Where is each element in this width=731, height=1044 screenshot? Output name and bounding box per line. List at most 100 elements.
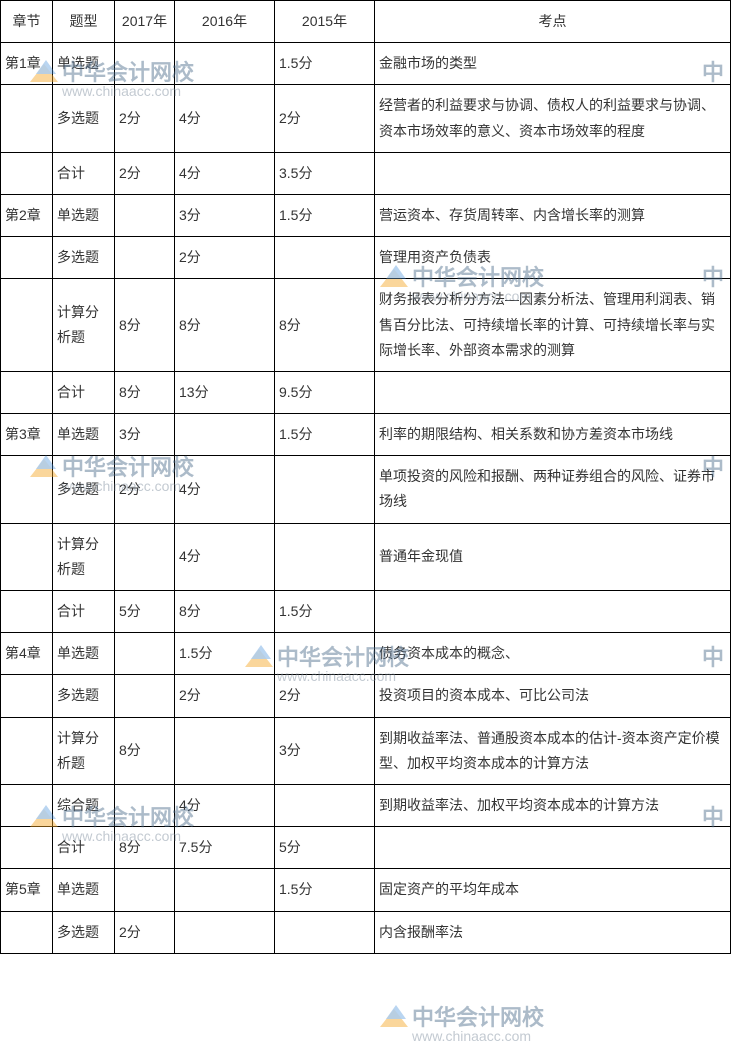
cell-y2015: 2分 bbox=[275, 675, 375, 717]
cell-type: 计算分析题 bbox=[53, 717, 115, 784]
cell-chapter bbox=[1, 911, 53, 953]
cell-type: 计算分析题 bbox=[53, 279, 115, 372]
cell-point: 内含报酬率法 bbox=[375, 911, 731, 953]
cell-y2016: 8分 bbox=[175, 279, 275, 372]
cell-chapter: 第5章 bbox=[1, 869, 53, 911]
cell-point: 投资项目的资本成本、可比公司法 bbox=[375, 675, 731, 717]
cell-y2015: 1.5分 bbox=[275, 591, 375, 633]
cell-y2015: 1.5分 bbox=[275, 43, 375, 85]
cell-y2017 bbox=[115, 43, 175, 85]
cell-y2017: 5分 bbox=[115, 591, 175, 633]
cell-point: 利率的期限结构、相关系数和协方差资本市场线 bbox=[375, 414, 731, 456]
cell-y2016: 3分 bbox=[175, 194, 275, 236]
header-chapter: 章节 bbox=[1, 1, 53, 43]
cell-chapter bbox=[1, 371, 53, 413]
cell-y2016: 4分 bbox=[175, 523, 275, 590]
cell-y2015 bbox=[275, 523, 375, 590]
table-row: 计算分析题8分8分8分财务报表分析分方法—因素分析法、管理用利润表、销售百分比法… bbox=[1, 279, 731, 372]
table-row: 第4章单选题1.5分债务资本成本的概念、 bbox=[1, 633, 731, 675]
cell-chapter bbox=[1, 85, 53, 152]
watermark-logo-icon bbox=[380, 1001, 410, 1031]
cell-point: 管理用资产负债表 bbox=[375, 237, 731, 279]
cell-type: 多选题 bbox=[53, 237, 115, 279]
table-row: 多选题2分4分单项投资的风险和报酬、两种证券组合的风险、证券市场线 bbox=[1, 456, 731, 523]
cell-chapter bbox=[1, 591, 53, 633]
cell-point: 营运资本、存货周转率、内含增长率的测算 bbox=[375, 194, 731, 236]
watermark: 中华会计网校www.chinaacc.com bbox=[380, 1000, 544, 1044]
cell-point: 财务报表分析分方法—因素分析法、管理用利润表、销售百分比法、可持续增长率的计算、… bbox=[375, 279, 731, 372]
cell-chapter: 第1章 bbox=[1, 43, 53, 85]
cell-y2016: 8分 bbox=[175, 591, 275, 633]
table-row: 合计8分13分9.5分 bbox=[1, 371, 731, 413]
table-body: 第1章单选题1.5分金融市场的类型多选题2分4分2分经营者的利益要求与协调、债权… bbox=[1, 43, 731, 954]
header-type: 题型 bbox=[53, 1, 115, 43]
cell-chapter bbox=[1, 523, 53, 590]
cell-y2015: 1.5分 bbox=[275, 869, 375, 911]
cell-type: 综合题 bbox=[53, 784, 115, 826]
table-row: 第2章单选题3分1.5分营运资本、存货周转率、内含增长率的测算 bbox=[1, 194, 731, 236]
cell-y2017: 2分 bbox=[115, 152, 175, 194]
table-row: 合计5分8分1.5分 bbox=[1, 591, 731, 633]
cell-y2017: 2分 bbox=[115, 911, 175, 953]
cell-y2015: 3.5分 bbox=[275, 152, 375, 194]
cell-point: 单项投资的风险和报酬、两种证券组合的风险、证券市场线 bbox=[375, 456, 731, 523]
cell-y2016: 4分 bbox=[175, 85, 275, 152]
header-2017: 2017年 bbox=[115, 1, 175, 43]
cell-y2017: 8分 bbox=[115, 371, 175, 413]
cell-y2015: 9.5分 bbox=[275, 371, 375, 413]
watermark-text-url: www.chinaacc.com bbox=[412, 1028, 544, 1044]
cell-y2016: 1.5分 bbox=[175, 633, 275, 675]
cell-type: 合计 bbox=[53, 591, 115, 633]
cell-y2015 bbox=[275, 784, 375, 826]
cell-chapter bbox=[1, 237, 53, 279]
cell-point: 金融市场的类型 bbox=[375, 43, 731, 85]
cell-chapter bbox=[1, 827, 53, 869]
table-row: 第1章单选题 1.5分金融市场的类型 bbox=[1, 43, 731, 85]
cell-y2015 bbox=[275, 237, 375, 279]
table-row: 合计2分4分3.5分 bbox=[1, 152, 731, 194]
watermark-text-cn: 中华会计网校 bbox=[412, 1005, 544, 1030]
cell-point: 普通年金现值 bbox=[375, 523, 731, 590]
cell-y2017: 8分 bbox=[115, 717, 175, 784]
cell-chapter bbox=[1, 152, 53, 194]
cell-y2017 bbox=[115, 675, 175, 717]
table-row: 多选题2分 内含报酬率法 bbox=[1, 911, 731, 953]
cell-point bbox=[375, 827, 731, 869]
score-table: 章节 题型 2017年 2016年 2015年 考点 第1章单选题1.5分金融市… bbox=[0, 0, 731, 954]
cell-type: 多选题 bbox=[53, 911, 115, 953]
header-2015: 2015年 bbox=[275, 1, 375, 43]
cell-y2017 bbox=[115, 869, 175, 911]
cell-chapter: 第3章 bbox=[1, 414, 53, 456]
cell-y2015: 5分 bbox=[275, 827, 375, 869]
cell-y2015: 2分 bbox=[275, 85, 375, 152]
cell-chapter bbox=[1, 717, 53, 784]
cell-y2016: 7.5分 bbox=[175, 827, 275, 869]
cell-y2015: 1.5分 bbox=[275, 194, 375, 236]
cell-chapter bbox=[1, 279, 53, 372]
cell-y2016: 2分 bbox=[175, 675, 275, 717]
cell-y2017 bbox=[115, 784, 175, 826]
cell-y2016: 4分 bbox=[175, 456, 275, 523]
cell-y2016 bbox=[175, 43, 275, 85]
cell-type: 多选题 bbox=[53, 456, 115, 523]
table-row: 计算分析题4分普通年金现值 bbox=[1, 523, 731, 590]
cell-y2017: 3分 bbox=[115, 414, 175, 456]
table-row: 多选题2分4分2分经营者的利益要求与协调、债权人的利益要求与协调、资本市场效率的… bbox=[1, 85, 731, 152]
table-row: 计算分析题8分3分到期收益率法、普通股资本成本的估计-资本资产定价模型、加权平均… bbox=[1, 717, 731, 784]
cell-y2015 bbox=[275, 911, 375, 953]
cell-point bbox=[375, 152, 731, 194]
cell-chapter: 第4章 bbox=[1, 633, 53, 675]
cell-y2017: 2分 bbox=[115, 85, 175, 152]
cell-type: 多选题 bbox=[53, 675, 115, 717]
cell-y2017: 8分 bbox=[115, 827, 175, 869]
cell-point: 到期收益率法、加权平均资本成本的计算方法 bbox=[375, 784, 731, 826]
cell-y2015: 8分 bbox=[275, 279, 375, 372]
cell-y2017 bbox=[115, 633, 175, 675]
cell-chapter: 第2章 bbox=[1, 194, 53, 236]
cell-y2015: 3分 bbox=[275, 717, 375, 784]
cell-y2015: 1.5分 bbox=[275, 414, 375, 456]
table-header-row: 章节 题型 2017年 2016年 2015年 考点 bbox=[1, 1, 731, 43]
cell-type: 单选题 bbox=[53, 43, 115, 85]
cell-y2017 bbox=[115, 194, 175, 236]
cell-y2016 bbox=[175, 869, 275, 911]
